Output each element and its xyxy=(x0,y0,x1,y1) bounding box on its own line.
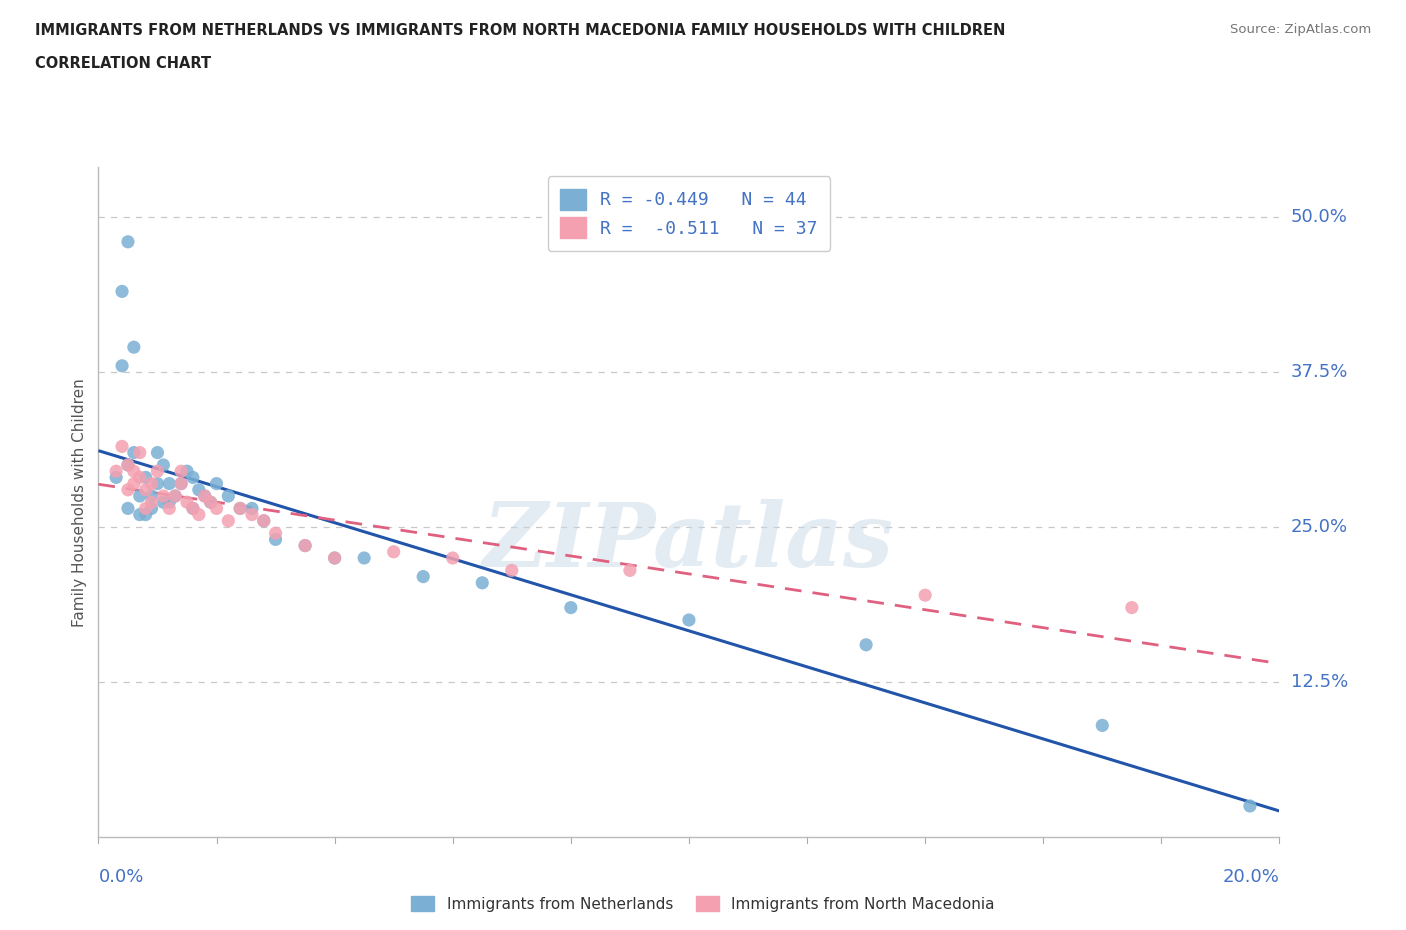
Text: 50.0%: 50.0% xyxy=(1291,208,1347,226)
Text: IMMIGRANTS FROM NETHERLANDS VS IMMIGRANTS FROM NORTH MACEDONIA FAMILY HOUSEHOLDS: IMMIGRANTS FROM NETHERLANDS VS IMMIGRANT… xyxy=(35,23,1005,38)
Point xyxy=(111,284,134,299)
Point xyxy=(181,470,204,485)
Point xyxy=(157,495,180,510)
Point xyxy=(122,339,145,354)
Point xyxy=(152,495,174,510)
Point xyxy=(229,501,252,516)
Point xyxy=(117,234,139,249)
Point xyxy=(141,501,163,516)
Text: Source: ZipAtlas.com: Source: ZipAtlas.com xyxy=(1230,23,1371,36)
Point xyxy=(141,476,163,491)
Point xyxy=(170,476,193,491)
Point xyxy=(165,488,187,503)
Point xyxy=(128,488,150,503)
Point xyxy=(176,464,198,479)
Point xyxy=(855,637,877,652)
Point xyxy=(240,507,263,522)
Point xyxy=(176,495,198,510)
Point xyxy=(105,470,128,485)
Point xyxy=(187,507,209,522)
Point xyxy=(170,476,193,491)
Point xyxy=(253,513,276,528)
Point xyxy=(122,476,145,491)
Point xyxy=(619,563,641,578)
Point xyxy=(441,551,464,565)
Point xyxy=(294,538,316,553)
Point xyxy=(678,613,700,628)
Point xyxy=(205,476,228,491)
Point xyxy=(111,358,134,373)
Point xyxy=(157,501,180,516)
Point xyxy=(200,495,222,510)
Point xyxy=(165,488,187,503)
Text: CORRELATION CHART: CORRELATION CHART xyxy=(35,56,211,71)
Legend: R = -0.449   N = 44, R =  -0.511   N = 37: R = -0.449 N = 44, R = -0.511 N = 37 xyxy=(548,177,830,251)
Point xyxy=(170,464,193,479)
Point xyxy=(323,551,346,565)
Point xyxy=(128,445,150,460)
Point xyxy=(1091,718,1114,733)
Point xyxy=(1239,799,1261,814)
Point xyxy=(264,525,287,540)
Point xyxy=(253,513,276,528)
Point xyxy=(135,470,157,485)
Point xyxy=(135,507,157,522)
Point xyxy=(135,483,157,498)
Point xyxy=(412,569,434,584)
Point xyxy=(117,483,139,498)
Text: 37.5%: 37.5% xyxy=(1291,363,1348,381)
Point xyxy=(122,445,145,460)
Point xyxy=(128,507,150,522)
Point xyxy=(353,551,375,565)
Point xyxy=(1121,600,1143,615)
Point xyxy=(217,488,239,503)
Point xyxy=(181,501,204,516)
Point xyxy=(146,445,169,460)
Point xyxy=(111,439,134,454)
Point xyxy=(471,576,494,591)
Point xyxy=(105,464,128,479)
Point xyxy=(382,544,405,559)
Point xyxy=(141,488,163,503)
Point xyxy=(146,464,169,479)
Point xyxy=(135,501,157,516)
Point xyxy=(194,488,217,503)
Point xyxy=(157,476,180,491)
Y-axis label: Family Households with Children: Family Households with Children xyxy=(72,378,87,627)
Point xyxy=(141,495,163,510)
Point xyxy=(205,501,228,516)
Point xyxy=(122,464,145,479)
Point xyxy=(152,458,174,472)
Point xyxy=(117,501,139,516)
Point xyxy=(200,495,222,510)
Point xyxy=(152,488,174,503)
Point xyxy=(117,458,139,472)
Point xyxy=(323,551,346,565)
Legend: Immigrants from Netherlands, Immigrants from North Macedonia: Immigrants from Netherlands, Immigrants … xyxy=(405,889,1001,918)
Point xyxy=(217,513,239,528)
Text: 25.0%: 25.0% xyxy=(1291,518,1348,536)
Point xyxy=(194,488,217,503)
Point xyxy=(128,470,150,485)
Text: 12.5%: 12.5% xyxy=(1291,673,1348,691)
Point xyxy=(264,532,287,547)
Point xyxy=(229,501,252,516)
Text: ZIPatlas: ZIPatlas xyxy=(484,499,894,586)
Point xyxy=(187,483,209,498)
Text: 20.0%: 20.0% xyxy=(1223,868,1279,885)
Point xyxy=(117,458,139,472)
Text: 0.0%: 0.0% xyxy=(98,868,143,885)
Point xyxy=(560,600,582,615)
Point xyxy=(240,501,263,516)
Point xyxy=(294,538,316,553)
Point xyxy=(146,476,169,491)
Point xyxy=(501,563,523,578)
Point xyxy=(914,588,936,603)
Point xyxy=(181,501,204,516)
